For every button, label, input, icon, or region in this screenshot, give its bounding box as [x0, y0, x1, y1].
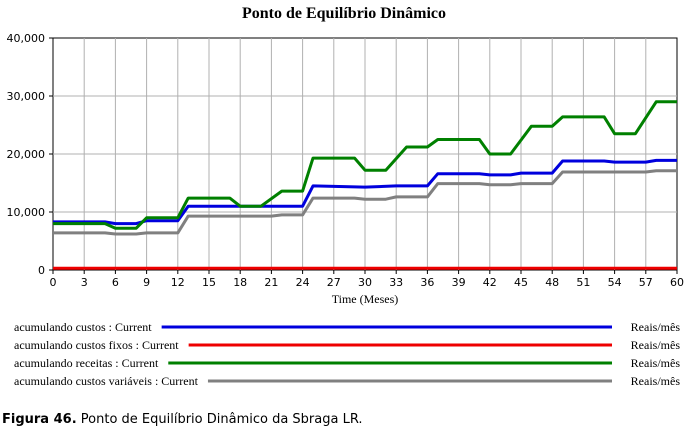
x-tick-label: 6	[112, 276, 119, 289]
series-line-4	[53, 169, 677, 236]
x-tick-label: 12	[171, 276, 185, 289]
chart-title: Ponto de Equilíbrio Dinâmico	[242, 5, 446, 22]
x-tick-label: 51	[576, 276, 590, 289]
x-tick-label: 27	[327, 276, 341, 289]
x-tick-label: 3	[81, 276, 88, 289]
x-tick-label: 60	[670, 276, 684, 289]
caption-label: Figura 46.	[2, 412, 77, 427]
x-tick-label: 45	[514, 276, 528, 289]
y-tick-label: 0	[38, 264, 45, 277]
x-tick-label: 57	[639, 276, 653, 289]
legend-unit-1: Reais/mês	[631, 320, 681, 334]
y-tick-label: 10,000	[7, 206, 46, 219]
x-tick-label: 36	[420, 276, 434, 289]
x-tick-label: 42	[483, 276, 497, 289]
series-line-3	[53, 100, 677, 230]
legend-label-3: acumulando receitas : Current	[14, 356, 159, 370]
x-tick-label: 21	[264, 276, 278, 289]
y-tick-label: 30,000	[7, 90, 46, 103]
legend-label-2: acumulando custos fixos : Current	[14, 338, 179, 352]
legend-unit-3: Reais/mês	[631, 356, 681, 370]
y-tick-label: 40,000	[7, 32, 46, 45]
x-tick-label: 54	[608, 276, 622, 289]
x-tick-label: 30	[358, 276, 372, 289]
x-tick-label: 24	[296, 276, 310, 289]
x-tick-label: 48	[545, 276, 559, 289]
x-tick-label: 18	[233, 276, 247, 289]
x-tick-label: 0	[50, 276, 57, 289]
x-axis-label: Time (Meses)	[332, 292, 399, 306]
x-tick-label: 15	[202, 276, 216, 289]
x-tick-label: 39	[452, 276, 466, 289]
legend: acumulando custos : Current Reais/mês acum…	[14, 320, 680, 388]
legend-label-1: acumulando custos : Current	[14, 320, 152, 334]
legend-label-4: acumulando custos variáveis : Current	[14, 374, 199, 388]
figure-caption: Figura 46. Ponto de Equilíbrio Dinâmico …	[2, 412, 363, 427]
caption-text: Ponto de Equilíbrio Dinâmico da Sbraga L…	[76, 412, 363, 427]
grid-lines	[53, 38, 677, 270]
legend-unit-2: Reais/mês	[631, 338, 681, 352]
x-tick-label: 9	[143, 276, 150, 289]
x-axis-ticks: 0 3 6 9 12 15 18 21 24 27 30 33 36 39 42 45 48 51 54 57 60	[50, 270, 684, 289]
series-lines	[53, 100, 677, 270]
x-tick-label: 33	[389, 276, 403, 289]
y-axis-ticks: 40,000 30,000 20,000 10,000 0	[7, 32, 53, 277]
legend-unit-4: Reais/mês	[631, 374, 681, 388]
y-tick-label: 20,000	[7, 148, 46, 161]
